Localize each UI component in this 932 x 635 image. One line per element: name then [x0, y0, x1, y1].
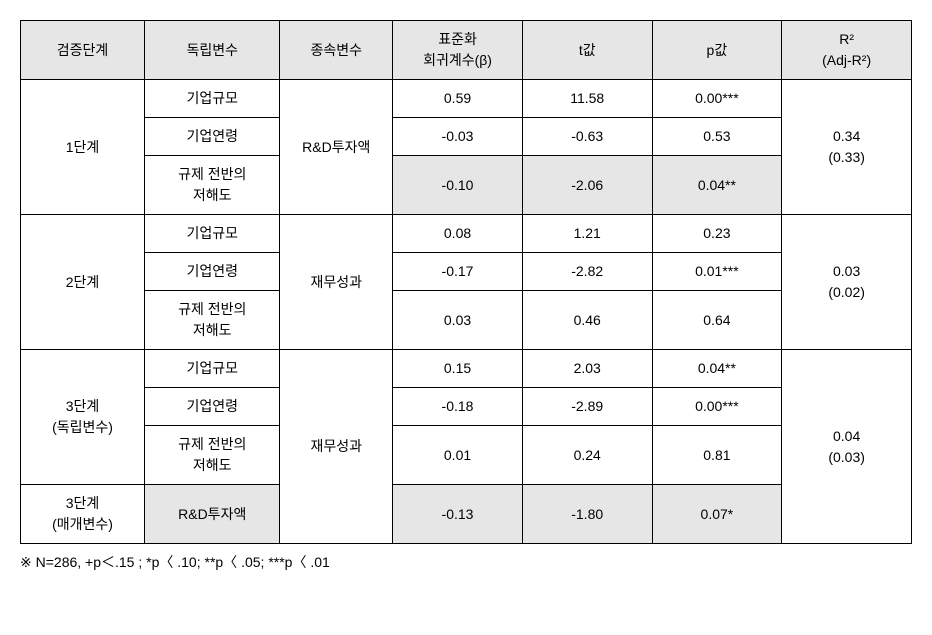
indep-cell: R&D투자액	[145, 485, 280, 544]
t-cell: -2.06	[522, 156, 652, 215]
r2-cell: 0.34(0.33)	[782, 80, 912, 215]
dep-cell: 재무성과	[280, 350, 393, 544]
p-cell: 0.04**	[652, 156, 782, 215]
footnote: ※ N=286, +p＜.15 ; *p〈 .10; **p〈 .05; ***…	[20, 552, 912, 572]
p-cell: 0.01***	[652, 253, 782, 291]
indep-cell: 기업규모	[145, 350, 280, 388]
header-r2: R²(Adj-R²)	[782, 21, 912, 80]
stage-label: 3단계(독립변수)	[21, 350, 145, 485]
header-t: t값	[522, 21, 652, 80]
t-cell: -0.63	[522, 118, 652, 156]
r2-cell: 0.03(0.02)	[782, 215, 912, 350]
stage-label: 2단계	[21, 215, 145, 350]
beta-cell: 0.59	[393, 80, 523, 118]
p-cell: 0.53	[652, 118, 782, 156]
p-cell: 0.00***	[652, 80, 782, 118]
beta-cell: 0.08	[393, 215, 523, 253]
beta-cell: -0.18	[393, 388, 523, 426]
t-cell: -2.89	[522, 388, 652, 426]
table-row: 규제 전반의저해도 0.03 0.46 0.64	[21, 291, 912, 350]
dep-cell: 재무성과	[280, 215, 393, 350]
table-row: 규제 전반의저해도 -0.10 -2.06 0.04**	[21, 156, 912, 215]
header-p: p값	[652, 21, 782, 80]
t-cell: -1.80	[522, 485, 652, 544]
t-cell: 2.03	[522, 350, 652, 388]
r2-cell: 0.04(0.03)	[782, 350, 912, 544]
indep-cell: 기업규모	[145, 215, 280, 253]
table-row: 1단계 기업규모 R&D투자액 0.59 11.58 0.00*** 0.34(…	[21, 80, 912, 118]
table-row: 2단계 기업규모 재무성과 0.08 1.21 0.23 0.03(0.02)	[21, 215, 912, 253]
indep-cell: 기업연령	[145, 388, 280, 426]
t-cell: 1.21	[522, 215, 652, 253]
indep-cell: 규제 전반의저해도	[145, 426, 280, 485]
p-cell: 0.23	[652, 215, 782, 253]
p-cell: 0.07*	[652, 485, 782, 544]
header-dep: 종속변수	[280, 21, 393, 80]
header-row: 검증단계 독립변수 종속변수 표준화회귀계수(β) t값 p값 R²(Adj-R…	[21, 21, 912, 80]
t-cell: 11.58	[522, 80, 652, 118]
beta-cell: -0.13	[393, 485, 523, 544]
beta-cell: 0.01	[393, 426, 523, 485]
stage-label: 3단계(매개변수)	[21, 485, 145, 544]
stage-label: 1단계	[21, 80, 145, 215]
header-beta: 표준화회귀계수(β)	[393, 21, 523, 80]
table-row: 3단계(매개변수) R&D투자액 -0.13 -1.80 0.07*	[21, 485, 912, 544]
beta-cell: 0.15	[393, 350, 523, 388]
beta-cell: 0.03	[393, 291, 523, 350]
indep-cell: 기업규모	[145, 80, 280, 118]
indep-cell: 기업연령	[145, 118, 280, 156]
p-cell: 0.81	[652, 426, 782, 485]
header-stage: 검증단계	[21, 21, 145, 80]
indep-cell: 기업연령	[145, 253, 280, 291]
regression-table: 검증단계 독립변수 종속변수 표준화회귀계수(β) t값 p값 R²(Adj-R…	[20, 20, 912, 544]
table-body: 1단계 기업규모 R&D투자액 0.59 11.58 0.00*** 0.34(…	[21, 80, 912, 544]
p-cell: 0.04**	[652, 350, 782, 388]
indep-cell: 규제 전반의저해도	[145, 156, 280, 215]
t-cell: 0.24	[522, 426, 652, 485]
beta-cell: -0.17	[393, 253, 523, 291]
p-cell: 0.00***	[652, 388, 782, 426]
indep-cell: 규제 전반의저해도	[145, 291, 280, 350]
table-row: 규제 전반의저해도 0.01 0.24 0.81	[21, 426, 912, 485]
t-cell: 0.46	[522, 291, 652, 350]
table-row: 3단계(독립변수) 기업규모 재무성과 0.15 2.03 0.04** 0.0…	[21, 350, 912, 388]
table-row: 기업연령 -0.18 -2.89 0.00***	[21, 388, 912, 426]
dep-cell: R&D투자액	[280, 80, 393, 215]
beta-cell: -0.10	[393, 156, 523, 215]
table-row: 기업연령 -0.03 -0.63 0.53	[21, 118, 912, 156]
p-cell: 0.64	[652, 291, 782, 350]
table-row: 기업연령 -0.17 -2.82 0.01***	[21, 253, 912, 291]
t-cell: -2.82	[522, 253, 652, 291]
beta-cell: -0.03	[393, 118, 523, 156]
header-indep: 독립변수	[145, 21, 280, 80]
